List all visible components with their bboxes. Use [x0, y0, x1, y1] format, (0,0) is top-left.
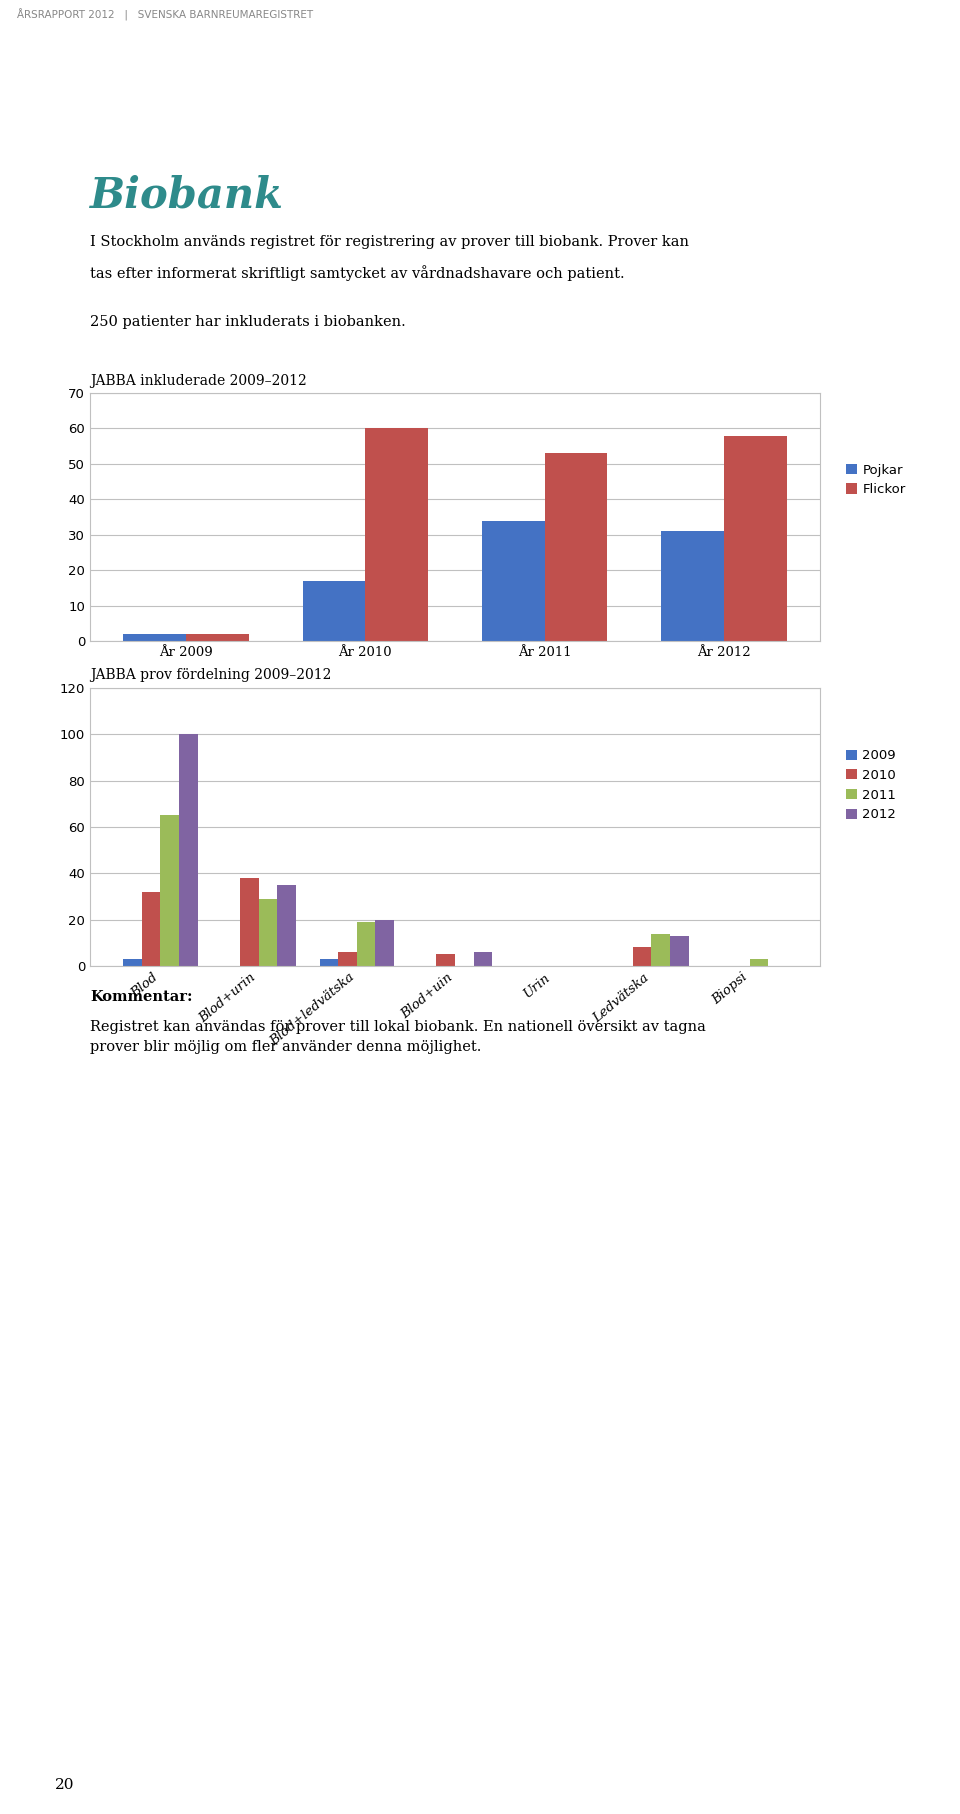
- Bar: [633, 947, 651, 967]
- Bar: [142, 892, 160, 967]
- Text: Biobank: Biobank: [90, 174, 284, 216]
- Text: tas efter informerat skriftligt samtycket av vårdnadshavare och patient.: tas efter informerat skriftligt samtycke…: [90, 265, 625, 281]
- Bar: [123, 633, 186, 640]
- Bar: [544, 454, 608, 640]
- Bar: [724, 435, 787, 640]
- Bar: [661, 532, 724, 640]
- Bar: [482, 521, 544, 640]
- Bar: [366, 428, 428, 640]
- Bar: [186, 633, 249, 640]
- Text: 20: 20: [55, 1778, 75, 1792]
- Legend: 2009, 2010, 2011, 2012: 2009, 2010, 2011, 2012: [841, 744, 901, 827]
- Legend: Pojkar, Flickor: Pojkar, Flickor: [841, 459, 911, 501]
- Bar: [651, 934, 670, 967]
- Bar: [160, 816, 180, 967]
- Bar: [473, 952, 492, 967]
- Text: JABBA inkluderade 2009–2012: JABBA inkluderade 2009–2012: [90, 374, 307, 388]
- Text: ÅRSRAPPORT 2012   |   SVENSKA BARNREUMAREGISTRET: ÅRSRAPPORT 2012 | SVENSKA BARNREUMAREGIS…: [17, 9, 313, 22]
- Text: I Stockholm används registret för registrering av prover till biobank. Prover ka: I Stockholm används registret för regist…: [90, 236, 689, 249]
- Bar: [375, 920, 395, 967]
- Bar: [302, 580, 366, 640]
- Text: 250 patienter har inkluderats i biobanken.: 250 patienter har inkluderats i biobanke…: [90, 316, 406, 328]
- Bar: [240, 878, 258, 967]
- Bar: [277, 885, 296, 967]
- Bar: [357, 922, 375, 967]
- Bar: [180, 735, 198, 967]
- Text: JABBA prov fördelning 2009–2012: JABBA prov fördelning 2009–2012: [90, 668, 331, 682]
- Text: Kommentar:: Kommentar:: [90, 990, 193, 1003]
- Bar: [750, 960, 768, 967]
- Bar: [437, 954, 455, 967]
- Text: Registret kan användas för prover till lokal biobank. En nationell översikt av t: Registret kan användas för prover till l…: [90, 1021, 706, 1054]
- Bar: [123, 960, 142, 967]
- Bar: [670, 936, 688, 967]
- Bar: [258, 898, 277, 967]
- Bar: [338, 952, 357, 967]
- Bar: [320, 960, 338, 967]
